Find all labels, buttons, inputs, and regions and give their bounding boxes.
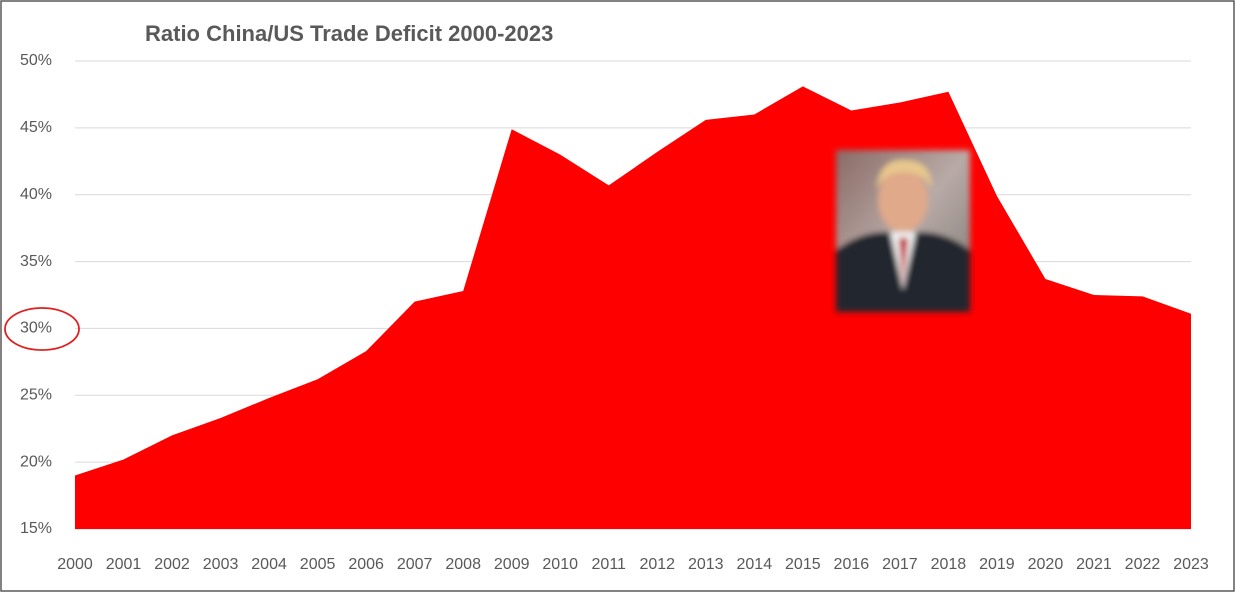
x-tick-label: 2016	[834, 556, 870, 573]
x-tick-label: 2021	[1076, 556, 1112, 573]
x-tick-label: 2012	[639, 556, 675, 573]
y-tick-label: 25%	[20, 387, 52, 404]
x-tick-label: 2013	[688, 556, 724, 573]
x-tick-label: 2005	[300, 556, 336, 573]
x-tick-label: 2015	[785, 556, 821, 573]
photo	[836, 150, 970, 312]
x-tick-label: 2020	[1028, 556, 1064, 573]
x-tick-label: 2017	[882, 556, 918, 573]
x-tick-label: 2001	[106, 556, 142, 573]
y-tick-label: 15%	[20, 520, 52, 537]
x-tick-label: 2014	[737, 556, 773, 573]
x-tick-label: 2022	[1125, 556, 1161, 573]
x-tick-label: 2018	[931, 556, 967, 573]
x-tick-label: 2011	[592, 556, 627, 573]
y-tick-label: 45%	[20, 119, 52, 136]
y-tick-label: 50%	[20, 52, 52, 69]
chart-title: Ratio China/US Trade Deficit 2000-2023	[145, 21, 553, 46]
highlight-circle	[4, 307, 80, 351]
x-tick-label: 2000	[57, 556, 93, 573]
x-tick-label: 2023	[1173, 556, 1209, 573]
x-tick-label: 2006	[348, 556, 384, 573]
x-tick-label: 2007	[397, 556, 433, 573]
y-tick-label: 20%	[20, 453, 52, 470]
x-tick-label: 2009	[494, 556, 530, 573]
x-tick-label: 2002	[154, 556, 190, 573]
y-tick-label: 35%	[20, 253, 52, 270]
x-tick-label: 2008	[445, 556, 481, 573]
y-tick-label: 30%	[20, 320, 52, 337]
x-tick-label: 2003	[203, 556, 239, 573]
x-tick-label: 2019	[979, 556, 1015, 573]
y-tick-label: 40%	[20, 186, 52, 203]
x-tick-label: 2010	[542, 556, 578, 573]
x-tick-label: 2004	[251, 556, 287, 573]
